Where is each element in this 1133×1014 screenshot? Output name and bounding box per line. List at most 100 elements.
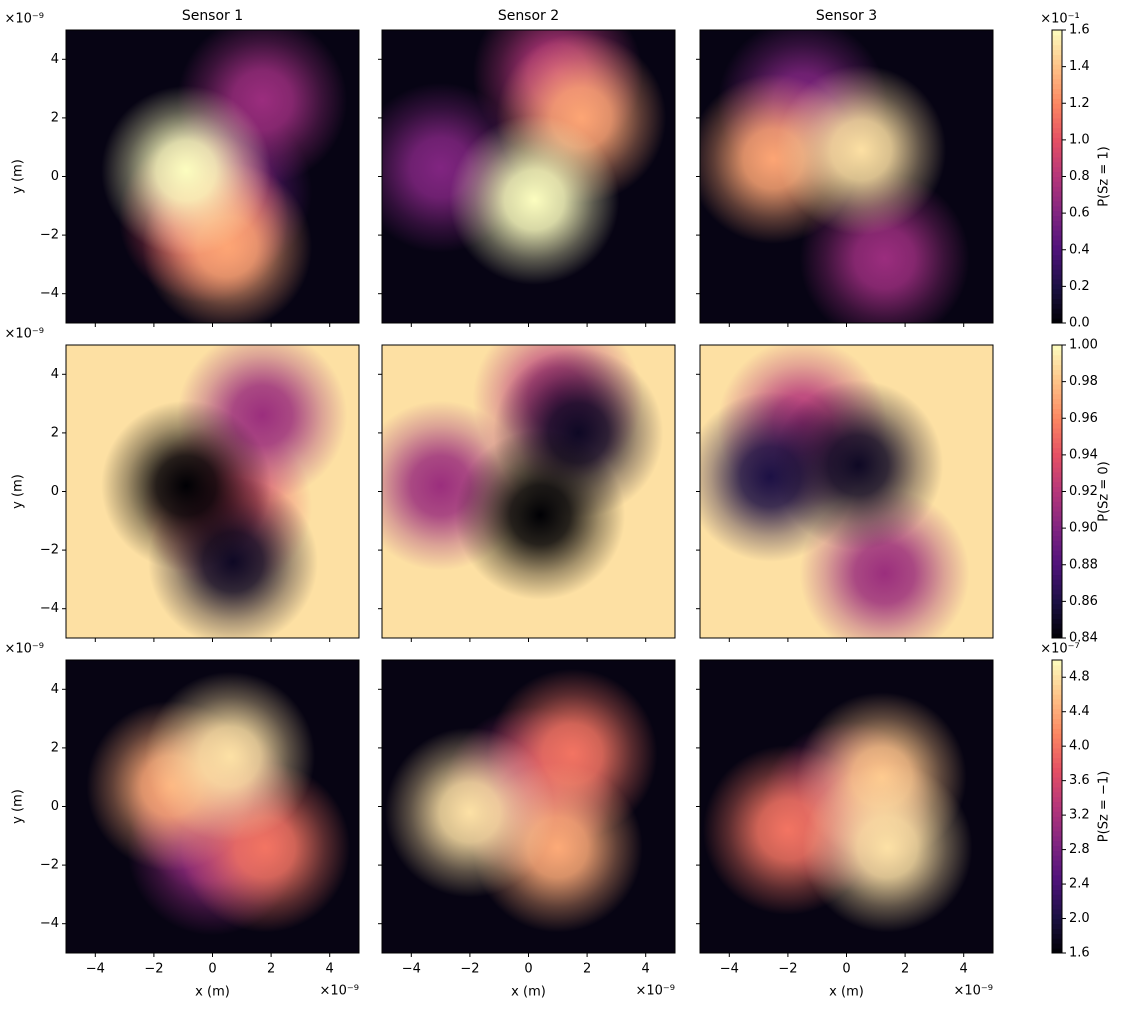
colorbar-band [1052,432,1062,439]
colorbar-band [1052,313,1062,319]
colorbar-band [1052,703,1062,710]
colorbar-band [1052,515,1062,522]
colorbar-band [1052,564,1062,571]
colorbar-band [1052,496,1062,502]
colorbar-tick-label: 2.8 [1069,842,1090,857]
colorbar-band [1052,584,1062,590]
colorbar-band [1052,205,1062,212]
colorbar-tick-label: 0.2 [1069,279,1090,294]
colorbar-band [1052,718,1062,724]
colorbar-band [1052,801,1062,807]
colorbar-tick-label: 0.0 [1069,316,1090,331]
colorbar-band [1052,78,1062,85]
colorbar-band [1052,826,1062,832]
colorbar-offset: ×10⁻⁷ [1040,642,1080,657]
x-tick-label: 0 [524,962,532,977]
colorbar-band [1052,384,1062,390]
colorbar-band [1052,117,1062,124]
colorbar-tick-label: 4.8 [1069,670,1090,685]
colorbar-band [1052,530,1062,536]
colorbar-band [1052,156,1062,163]
x-tick-label: −2 [144,962,163,977]
y-offset: ×10⁻⁹ [4,12,44,27]
colorbar-band [1052,244,1062,251]
colorbar-tick-label: 1.4 [1069,59,1090,74]
colorbar-band [1052,437,1062,444]
field-peak [802,762,973,933]
colorbar-band [1052,359,1062,366]
colorbar-band [1052,772,1062,778]
colorbar-band [1052,220,1062,226]
colorbar-band [1052,816,1062,822]
x-tick-label: −4 [86,962,105,977]
x-tick-label: 2 [267,962,275,977]
colorbar-tick-label: 0.94 [1069,447,1098,462]
colorbar-band [1052,30,1062,36]
colorbar-band [1052,191,1062,197]
panel [66,345,359,638]
x-tick-label: 4 [642,962,650,977]
colorbar-band [1052,938,1062,944]
y-tick-label: −2 [40,858,59,873]
colorbar-band [1052,855,1062,861]
colorbar-band [1052,767,1062,773]
colorbar-band [1052,279,1062,285]
panel [700,345,993,638]
colorbar-band [1052,689,1062,695]
y-tick-label: 0 [51,799,59,814]
colorbar-band [1052,511,1062,517]
colorbar-band [1052,113,1062,119]
colorbar-band [1052,660,1062,666]
colorbar-band [1052,225,1062,231]
colorbar-tick-label: 1.0 [1069,132,1090,147]
colorbar-band [1052,230,1062,236]
colorbar-tick-label: 2.0 [1069,911,1090,926]
y-tick-label: 2 [51,425,59,440]
colorbar-band [1052,909,1062,915]
colorbar-band [1052,239,1062,246]
colorbar-band [1052,186,1062,192]
colorbar-band [1052,457,1062,463]
colorbar-band [1052,598,1062,605]
colorbar-tick-label: 0.92 [1069,484,1098,499]
colorbar-band [1052,669,1062,676]
colorbar-band [1052,98,1062,104]
colorbar-band [1052,54,1062,60]
colorbar-band [1052,103,1062,109]
colorbar-band [1052,708,1062,715]
field-peak [145,671,316,842]
colorbar-band [1052,554,1062,561]
colorbar-band [1052,127,1062,134]
x-offset: ×10⁻⁹ [635,984,675,999]
panel [382,660,675,953]
colorbar-band [1052,830,1062,837]
colorbar-band [1052,249,1062,256]
y-axis-label: y (m) [11,159,26,194]
colorbar-band [1052,293,1062,300]
x-tick-label: −2 [778,962,797,977]
colorbar-band [1052,821,1062,827]
colorbar-offset: ×10⁻¹ [1040,12,1080,27]
colorbar-band [1052,69,1062,75]
colorbar-tick-label: 1.2 [1069,96,1090,111]
colorbar-label: P(Sz = 0) [1097,461,1112,522]
colorbar-tick-label: 0.8 [1069,169,1090,184]
colorbar-band [1052,928,1062,934]
colorbar-band [1052,550,1062,556]
colorbar-band [1052,933,1062,939]
colorbar-label: P(Sz = −1) [1097,771,1112,842]
colorbar-band [1052,545,1062,551]
colorbar-tick-label: 2.4 [1069,877,1090,892]
colorbar-band [1052,633,1062,639]
colorbar-band [1052,196,1062,202]
colorbar-band [1052,811,1062,817]
panel [66,660,359,953]
colorbar-band [1052,398,1062,405]
colorbar-tick-label: 0.98 [1069,374,1098,389]
colorbar-band [1052,664,1062,671]
colorbar-band [1052,865,1062,871]
y-tick-label: −4 [40,601,59,616]
colorbar-band [1052,796,1062,803]
colorbar-band [1052,943,1062,949]
